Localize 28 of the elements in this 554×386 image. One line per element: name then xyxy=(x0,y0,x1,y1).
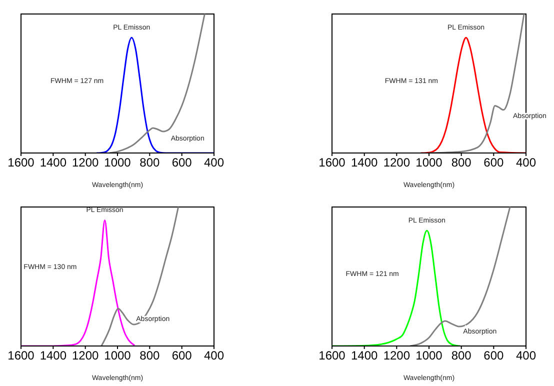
x-tick-label: 600 xyxy=(172,348,192,363)
x-tick-label: 1200 xyxy=(383,348,410,363)
x-tick-label: 1600 xyxy=(318,348,346,363)
x-tick-label: 400 xyxy=(204,156,224,170)
x-tick-label: 1400 xyxy=(350,156,378,170)
x-tick-label: 1200 xyxy=(72,348,100,363)
x-tick-label: 1400 xyxy=(40,348,67,363)
x-tick-label: 1000 xyxy=(416,348,443,363)
x-tick-label: 1400 xyxy=(350,348,378,363)
x-tick-label: 400 xyxy=(204,348,224,363)
x-tick-label: 1600 xyxy=(8,156,35,170)
x-tick-label: 600 xyxy=(484,156,504,170)
x-tick-label: 1000 xyxy=(104,348,132,363)
x-tick-label: 800 xyxy=(451,348,472,363)
x-tick-label: 1000 xyxy=(104,156,132,170)
x-tick-label: 1000 xyxy=(416,156,443,170)
x-tick-label: 1200 xyxy=(72,156,100,170)
x-tick-label: 800 xyxy=(140,348,160,363)
x-tick-label: 1200 xyxy=(383,156,410,170)
x-tick-label: 800 xyxy=(140,156,160,170)
x-tick-label: 600 xyxy=(172,156,192,170)
x-tick-label: 1600 xyxy=(318,156,346,170)
x-tick-label: 800 xyxy=(451,156,472,170)
x-tick-label: 400 xyxy=(516,348,536,363)
x-tick-label: 600 xyxy=(484,348,504,363)
x-tick-label: 1400 xyxy=(40,156,67,170)
x-tick-label: 400 xyxy=(516,156,536,170)
x-tick-label: 1600 xyxy=(8,348,35,363)
